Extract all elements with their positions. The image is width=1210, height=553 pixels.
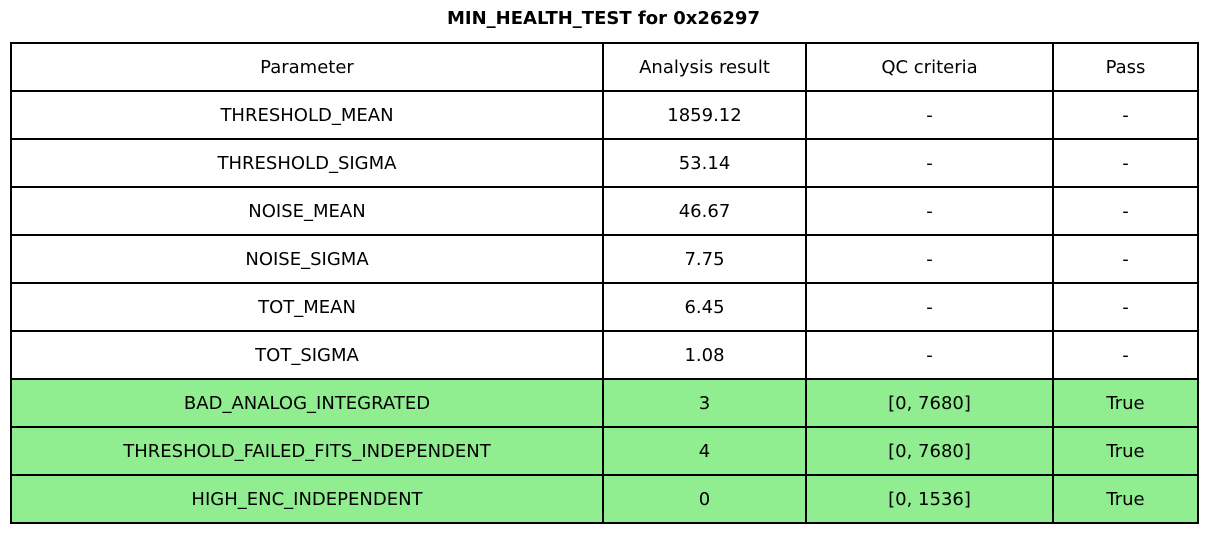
column-header-parameter: Parameter — [10, 42, 604, 92]
column-header-analysis-result: Analysis result — [602, 42, 807, 92]
analysis-result-cell: 1859.12 — [602, 90, 807, 140]
analysis-result-cell: 7.75 — [602, 234, 807, 284]
pass-cell: - — [1052, 282, 1199, 332]
parameter-cell: THRESHOLD_FAILED_FITS_INDEPENDENT — [10, 426, 604, 476]
parameter-cell: NOISE_SIGMA — [10, 234, 604, 284]
analysis-result-cell: 0 — [602, 474, 807, 524]
analysis-result-cell: 3 — [602, 378, 807, 428]
table-row: BAD_ANALOG_INTEGRATED 3 [0, 7680] True — [10, 378, 1199, 428]
table-row: THRESHOLD_MEAN 1859.12- - — [10, 90, 1199, 140]
qc-criteria-cell: - — [805, 138, 1054, 188]
header-row: Parameter Analysis result QC criteria Pa… — [10, 42, 1199, 92]
table-row: NOISE_SIGMA 7.75- - — [10, 234, 1199, 284]
pass-cell: True — [1052, 474, 1199, 524]
pass-cell: True — [1052, 426, 1199, 476]
page-title: MIN_HEALTH_TEST for 0x26297 — [447, 8, 760, 29]
analysis-result-cell: 4 — [602, 426, 807, 476]
table-row: TOT_SIGMA 1.08- - — [10, 330, 1199, 380]
table-row: HIGH_ENC_INDEPENDENT 0 [0, 1536] True — [10, 474, 1199, 524]
qc-criteria-cell: - — [805, 282, 1054, 332]
column-header-pass: Pass — [1052, 42, 1199, 92]
qc-results-table: Parameter Analysis result QC criteria Pa… — [10, 42, 1199, 524]
pass-cell: - — [1052, 186, 1199, 236]
column-header-qc-criteria: QC criteria — [805, 42, 1054, 92]
parameter-cell: BAD_ANALOG_INTEGRATED — [10, 378, 604, 428]
qc-criteria-cell: - — [805, 330, 1054, 380]
parameter-cell: TOT_SIGMA — [10, 330, 604, 380]
table-row: TOT_MEAN 6.45- - — [10, 282, 1199, 332]
analysis-result-cell: 46.67 — [602, 186, 807, 236]
parameter-cell: NOISE_MEAN — [10, 186, 604, 236]
analysis-result-cell: 1.08 — [602, 330, 807, 380]
analysis-result-cell: 53.14 — [602, 138, 807, 188]
qc-criteria-cell: - — [805, 186, 1054, 236]
pass-cell: - — [1052, 138, 1199, 188]
table-row: THRESHOLD_FAILED_FITS_INDEPENDENT 4 [0, 76… — [10, 426, 1199, 476]
parameter-cell: HIGH_ENC_INDEPENDENT — [10, 474, 604, 524]
table-row: NOISE_MEAN 46.67- - — [10, 186, 1199, 236]
parameter-cell: TOT_MEAN — [10, 282, 604, 332]
pass-cell: - — [1052, 234, 1199, 284]
parameter-cell: THRESHOLD_MEAN — [10, 90, 604, 140]
qc-criteria-cell: - — [805, 90, 1054, 140]
qc-criteria-cell: [0, 7680] — [805, 378, 1054, 428]
table-header: Parameter Analysis result QC criteria Pa… — [10, 42, 1199, 92]
table-row: THRESHOLD_SIGMA 53.14- - — [10, 138, 1199, 188]
table-body: THRESHOLD_MEAN 1859.12- - THRESHOLD_SIGMA 53… — [10, 90, 1199, 524]
pass-cell: - — [1052, 330, 1199, 380]
pass-cell: True — [1052, 378, 1199, 428]
qc-criteria-cell: [0, 7680] — [805, 426, 1054, 476]
parameter-cell: THRESHOLD_SIGMA — [10, 138, 604, 188]
qc-criteria-cell: - — [805, 234, 1054, 284]
qc-criteria-cell: [0, 1536] — [805, 474, 1054, 524]
analysis-result-cell: 6.45 — [602, 282, 807, 332]
pass-cell: - — [1052, 90, 1199, 140]
